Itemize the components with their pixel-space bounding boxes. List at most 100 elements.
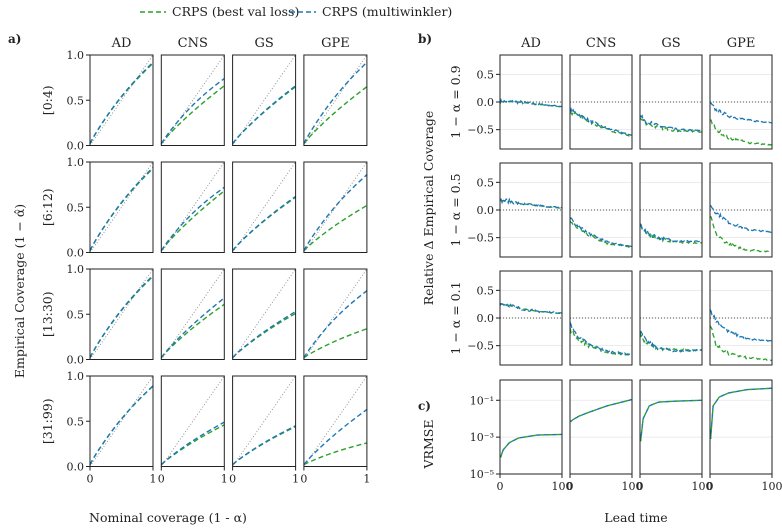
series-line-0 <box>569 327 633 357</box>
series-line-0 <box>89 385 154 466</box>
series-line-0 <box>232 312 296 359</box>
axes-frame <box>160 161 225 253</box>
series-line-1 <box>89 166 154 252</box>
reference-diagonal <box>160 161 225 253</box>
ytick-label: 0.5 <box>477 176 495 189</box>
axes-frame <box>709 379 773 475</box>
xtick-label: 1 <box>363 473 370 486</box>
subplot-a-0-3: GPE <box>303 36 368 146</box>
column-title: GPE <box>321 36 350 51</box>
axes-frame <box>232 268 297 360</box>
series-line-1 <box>89 385 154 466</box>
xtick-label: 1 <box>150 473 157 486</box>
reference-diagonal <box>232 161 296 253</box>
subplot-a-3-0: 0.0 0.5 1.0 [31:99) 0 1 <box>40 370 157 486</box>
reference-diagonal <box>89 54 154 146</box>
ytick-label: −0.5 <box>467 124 494 137</box>
ytick-label: 0.5 <box>67 201 85 214</box>
subplot-c-2: 0 100 <box>637 379 713 493</box>
subplot-b-1-3 <box>709 162 773 258</box>
subplot-c-0: 10⁻¹10⁻³10⁻⁵0 100 <box>470 379 573 493</box>
series-line-1 <box>570 398 633 423</box>
subplot-b-1-0: 0.5 0.0 −0.5 1 − α = 0.5 <box>448 162 563 258</box>
series-line-0 <box>232 86 297 145</box>
xtick-label: 0 <box>497 480 504 493</box>
series-line-1 <box>160 421 225 466</box>
c-ylabel: VRMSE <box>421 420 436 470</box>
xtick-label: 100 <box>762 480 782 493</box>
series-line-1 <box>569 106 633 136</box>
series-line-1 <box>499 197 563 209</box>
subplot-b-0-0: 0.5 0.0 −0.5 1 − α = 0.9 AD <box>448 36 563 150</box>
panel-label-a: a) <box>8 32 21 46</box>
xtick-label: 100 <box>552 480 573 493</box>
legend-entry: CRPS (best val loss) <box>140 4 299 19</box>
row-label: [13:30) <box>40 291 55 337</box>
ytick-label: 0.0 <box>477 96 495 109</box>
subplot-a-0-0: 0.0 0.5 1.0 [0:4) AD <box>40 36 154 153</box>
subplot-a-2-2 <box>232 268 297 360</box>
ytick-label: 1.0 <box>67 49 85 62</box>
series-line-1 <box>232 310 296 359</box>
series-line-1 <box>639 223 703 243</box>
series-line-1 <box>499 98 563 108</box>
xtick-label: 100 <box>692 480 713 493</box>
series-line-1 <box>303 61 368 145</box>
ytick-label: 1.0 <box>67 156 85 169</box>
subplot-b-1-1 <box>569 162 633 258</box>
ytick-label: 0.5 <box>67 415 85 428</box>
series-line-0 <box>160 190 225 252</box>
row-label: [6:12) <box>40 188 55 226</box>
subplot-b-2-1 <box>569 270 633 366</box>
subplot-a-1-3 <box>303 161 368 253</box>
axes-frame <box>639 270 703 366</box>
ytick-label: 1.0 <box>67 263 85 276</box>
series-line-0 <box>709 119 773 146</box>
ytick-label: −0.5 <box>467 340 494 353</box>
ytick-label: 0.0 <box>67 354 85 367</box>
axes-frame <box>303 54 368 146</box>
series-line-0 <box>570 398 633 423</box>
series-line-0 <box>232 426 296 466</box>
xtick-label: 0 <box>707 480 714 493</box>
ytick-label: 0.0 <box>477 204 495 217</box>
axes-frame <box>709 270 773 366</box>
subplot-c-3: 0 100 <box>707 379 782 493</box>
a-xlabel: Nominal coverage (1 - α) <box>89 510 247 525</box>
axes-frame <box>709 54 773 150</box>
panel-label-c: c) <box>418 399 431 413</box>
reference-diagonal <box>232 268 296 360</box>
series-line-1 <box>232 425 296 466</box>
reference-diagonal <box>160 54 225 146</box>
series-line-1 <box>709 309 773 343</box>
subplot-b-0-3: GPE <box>709 36 773 150</box>
column-title: CNS <box>178 36 208 51</box>
reference-diagonal <box>89 161 154 253</box>
subplot-b-0-1: CNS <box>569 36 633 150</box>
series-line-0 <box>709 325 773 362</box>
axes-frame <box>709 162 773 258</box>
axes-frame <box>639 162 703 258</box>
ytick-label: 0.5 <box>477 284 495 297</box>
subplot-b-2-2 <box>639 270 703 366</box>
ytick-label: 0.0 <box>67 461 85 474</box>
ytick-label: 10⁻¹ <box>470 394 494 407</box>
row-label: 1 − α = 0.9 <box>448 65 463 138</box>
subplot-a-0-1: CNS <box>160 36 225 146</box>
axes-frame <box>569 162 633 258</box>
subplot-a-1-1 <box>160 161 225 253</box>
ytick-label: −0.5 <box>467 232 494 245</box>
series-line-1 <box>639 399 703 442</box>
series-line-1 <box>160 77 225 145</box>
row-label: 1 − α = 0.5 <box>448 173 463 246</box>
legend-label: CRPS (best val loss) <box>172 4 299 19</box>
series-line-0 <box>709 387 773 439</box>
ytick-label: 1.0 <box>67 370 85 383</box>
reference-diagonal <box>160 268 225 360</box>
reference-diagonal <box>232 375 296 467</box>
a-ylabel: Empirical Coverage (1 − α̂) <box>12 204 27 378</box>
subplot-a-1-0: 0.0 0.5 1.0 [6:12) <box>40 156 154 260</box>
